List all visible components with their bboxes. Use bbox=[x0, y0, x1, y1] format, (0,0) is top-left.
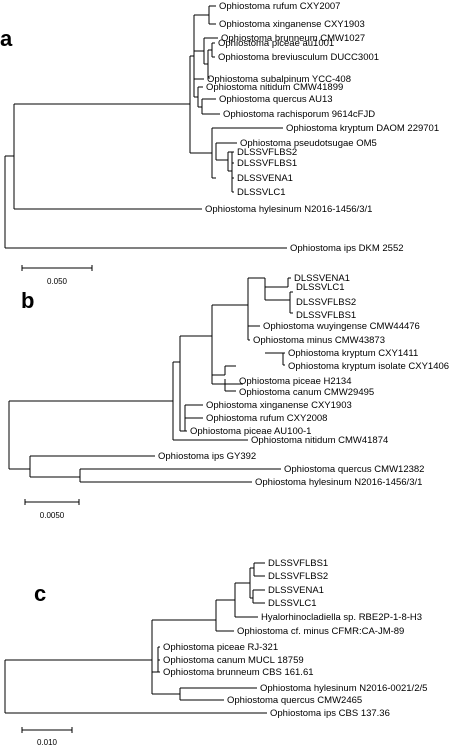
taxon-label: Ophiostoma rufum CXY2008 bbox=[206, 413, 327, 424]
scale-bar-label: 0.0050 bbox=[40, 511, 65, 520]
taxon-label: Ophiostoma xinganense CXY1903 bbox=[206, 400, 352, 411]
taxon-label: Ophiostoma pseudotsugae OM5 bbox=[240, 138, 377, 149]
taxon-label: Hyalorhinocladiella sp. RBE2P-1-8-H3 bbox=[261, 612, 422, 623]
taxon-label: DLSSVFLBS2 bbox=[296, 297, 356, 308]
scale-bar-label: 0.050 bbox=[47, 277, 68, 286]
panel-c: c bbox=[4, 558, 427, 747]
taxon-label: DLSSVFLBS1 bbox=[296, 310, 356, 321]
tree-branches-a bbox=[4, 5, 287, 249]
taxon-label: DLSSVENA1 bbox=[294, 273, 350, 284]
taxon-label: Ophiostoma minus CMW43873 bbox=[253, 335, 385, 346]
taxon-label: Ophiostoma xinganense CXY1903 bbox=[219, 19, 365, 30]
taxon-label: Ophiostoma canum CMW29495 bbox=[239, 387, 374, 398]
taxon-label: Ophiostoma hylesinum N2016-0021/2/5 bbox=[260, 683, 427, 694]
panel-b: b bbox=[8, 273, 449, 520]
taxon-label: DLSSVFLBS1 bbox=[268, 558, 328, 569]
taxon-label: DLSSVENA1 bbox=[237, 173, 293, 184]
taxon-label: Ophiostoma breviusculum DUCC3001 bbox=[218, 52, 379, 63]
taxon-label: Ophiostoma hylesinum N2016-1456/3/1 bbox=[255, 477, 422, 488]
panel-a: a bbox=[0, 1, 439, 286]
panel-label-a: a bbox=[0, 26, 13, 51]
taxon-label: Ophiostoma wuyingense CMW44476 bbox=[263, 321, 420, 332]
taxon-label: Ophiostoma quercus CMW12382 bbox=[284, 464, 424, 475]
taxon-label: Ophiostoma rachisporum 9614cFJD bbox=[223, 109, 375, 120]
taxon-label: Ophiostoma ips CBS 137.36 bbox=[270, 708, 390, 719]
taxa-labels-c: DLSSVFLBS1 DLSSVFLBS2 DLSSVENA1 DLSSVLC1… bbox=[163, 558, 427, 719]
taxon-label: Ophiostoma quercus CMW2465 bbox=[227, 695, 362, 706]
taxon-label: Ophiostoma kryptum CXY1411 bbox=[288, 348, 418, 359]
taxon-label: Ophiostoma brunneum CMW1027 bbox=[221, 33, 365, 44]
taxon-label: Ophiostoma ips GY392 bbox=[158, 451, 256, 462]
scale-bar-c: 0.010 bbox=[21, 727, 73, 747]
scale-bar-label: 0.010 bbox=[37, 738, 58, 747]
scale-bar-b: 0.0050 bbox=[24, 499, 80, 520]
tree-branches-b bbox=[8, 277, 293, 483]
taxon-label: DLSSVENA1 bbox=[268, 585, 324, 596]
taxon-label: DLSSVLC1 bbox=[237, 187, 286, 198]
taxon-label: Ophiostoma rufum CXY2007 bbox=[219, 1, 340, 12]
panel-label-b: b bbox=[21, 288, 34, 313]
taxa-labels-b: DLSSVENA1 DLSSVLC1 DLSSVFLBS2 DLSSVFLBS1… bbox=[158, 273, 449, 488]
taxon-label: Ophiostoma cf. minus CFMR:CA-JM-89 bbox=[237, 626, 404, 637]
taxon-label: Ophiostoma piceae RJ-321 bbox=[163, 642, 278, 653]
scale-bar-a: 0.050 bbox=[21, 265, 93, 286]
taxon-label: Ophiostoma quercus AU13 bbox=[219, 94, 333, 105]
panel-label-c: c bbox=[34, 581, 46, 606]
taxon-label: Ophiostoma subalpinum YCC-408 bbox=[207, 74, 351, 85]
taxon-label: Ophiostoma piceae H2134 bbox=[239, 376, 352, 387]
taxon-label: Ophiostoma brunneum CBS 161.61 bbox=[163, 667, 314, 678]
taxon-label: Ophiostoma ips DKM 2552 bbox=[290, 243, 404, 254]
taxon-label: DLSSVLC1 bbox=[296, 282, 345, 293]
taxon-label: DLSSVLC1 bbox=[268, 598, 317, 609]
taxon-label: DLSSVFLBS2 bbox=[237, 147, 297, 158]
taxa-labels-a: Ophiostoma rufum CXY2007 Ophiostoma xing… bbox=[205, 1, 439, 254]
taxon-label: Ophiostoma piceae au1001 bbox=[218, 38, 334, 49]
taxon-label: Ophiostoma nitidum CMW41899 bbox=[206, 82, 343, 93]
taxon-label: DLSSVFLBS1 bbox=[237, 158, 297, 169]
taxon-label: Ophiostoma hylesinum N2016-1456/3/1 bbox=[205, 204, 372, 215]
taxon-label: Ophiostoma nitidum CMW41874 bbox=[251, 435, 388, 446]
taxon-label: Ophiostoma kryptum isolate CXY1406 bbox=[288, 361, 449, 372]
taxon-label: Ophiostoma kryptum DAOM 229701 bbox=[286, 123, 439, 134]
taxon-label: DLSSVFLBS2 bbox=[268, 571, 328, 582]
taxon-label: Ophiostoma canum MUCL 18759 bbox=[163, 655, 304, 666]
taxon-label: Ophiostoma piceae AU100-1 bbox=[190, 426, 311, 437]
tree-branches-c bbox=[4, 562, 267, 714]
